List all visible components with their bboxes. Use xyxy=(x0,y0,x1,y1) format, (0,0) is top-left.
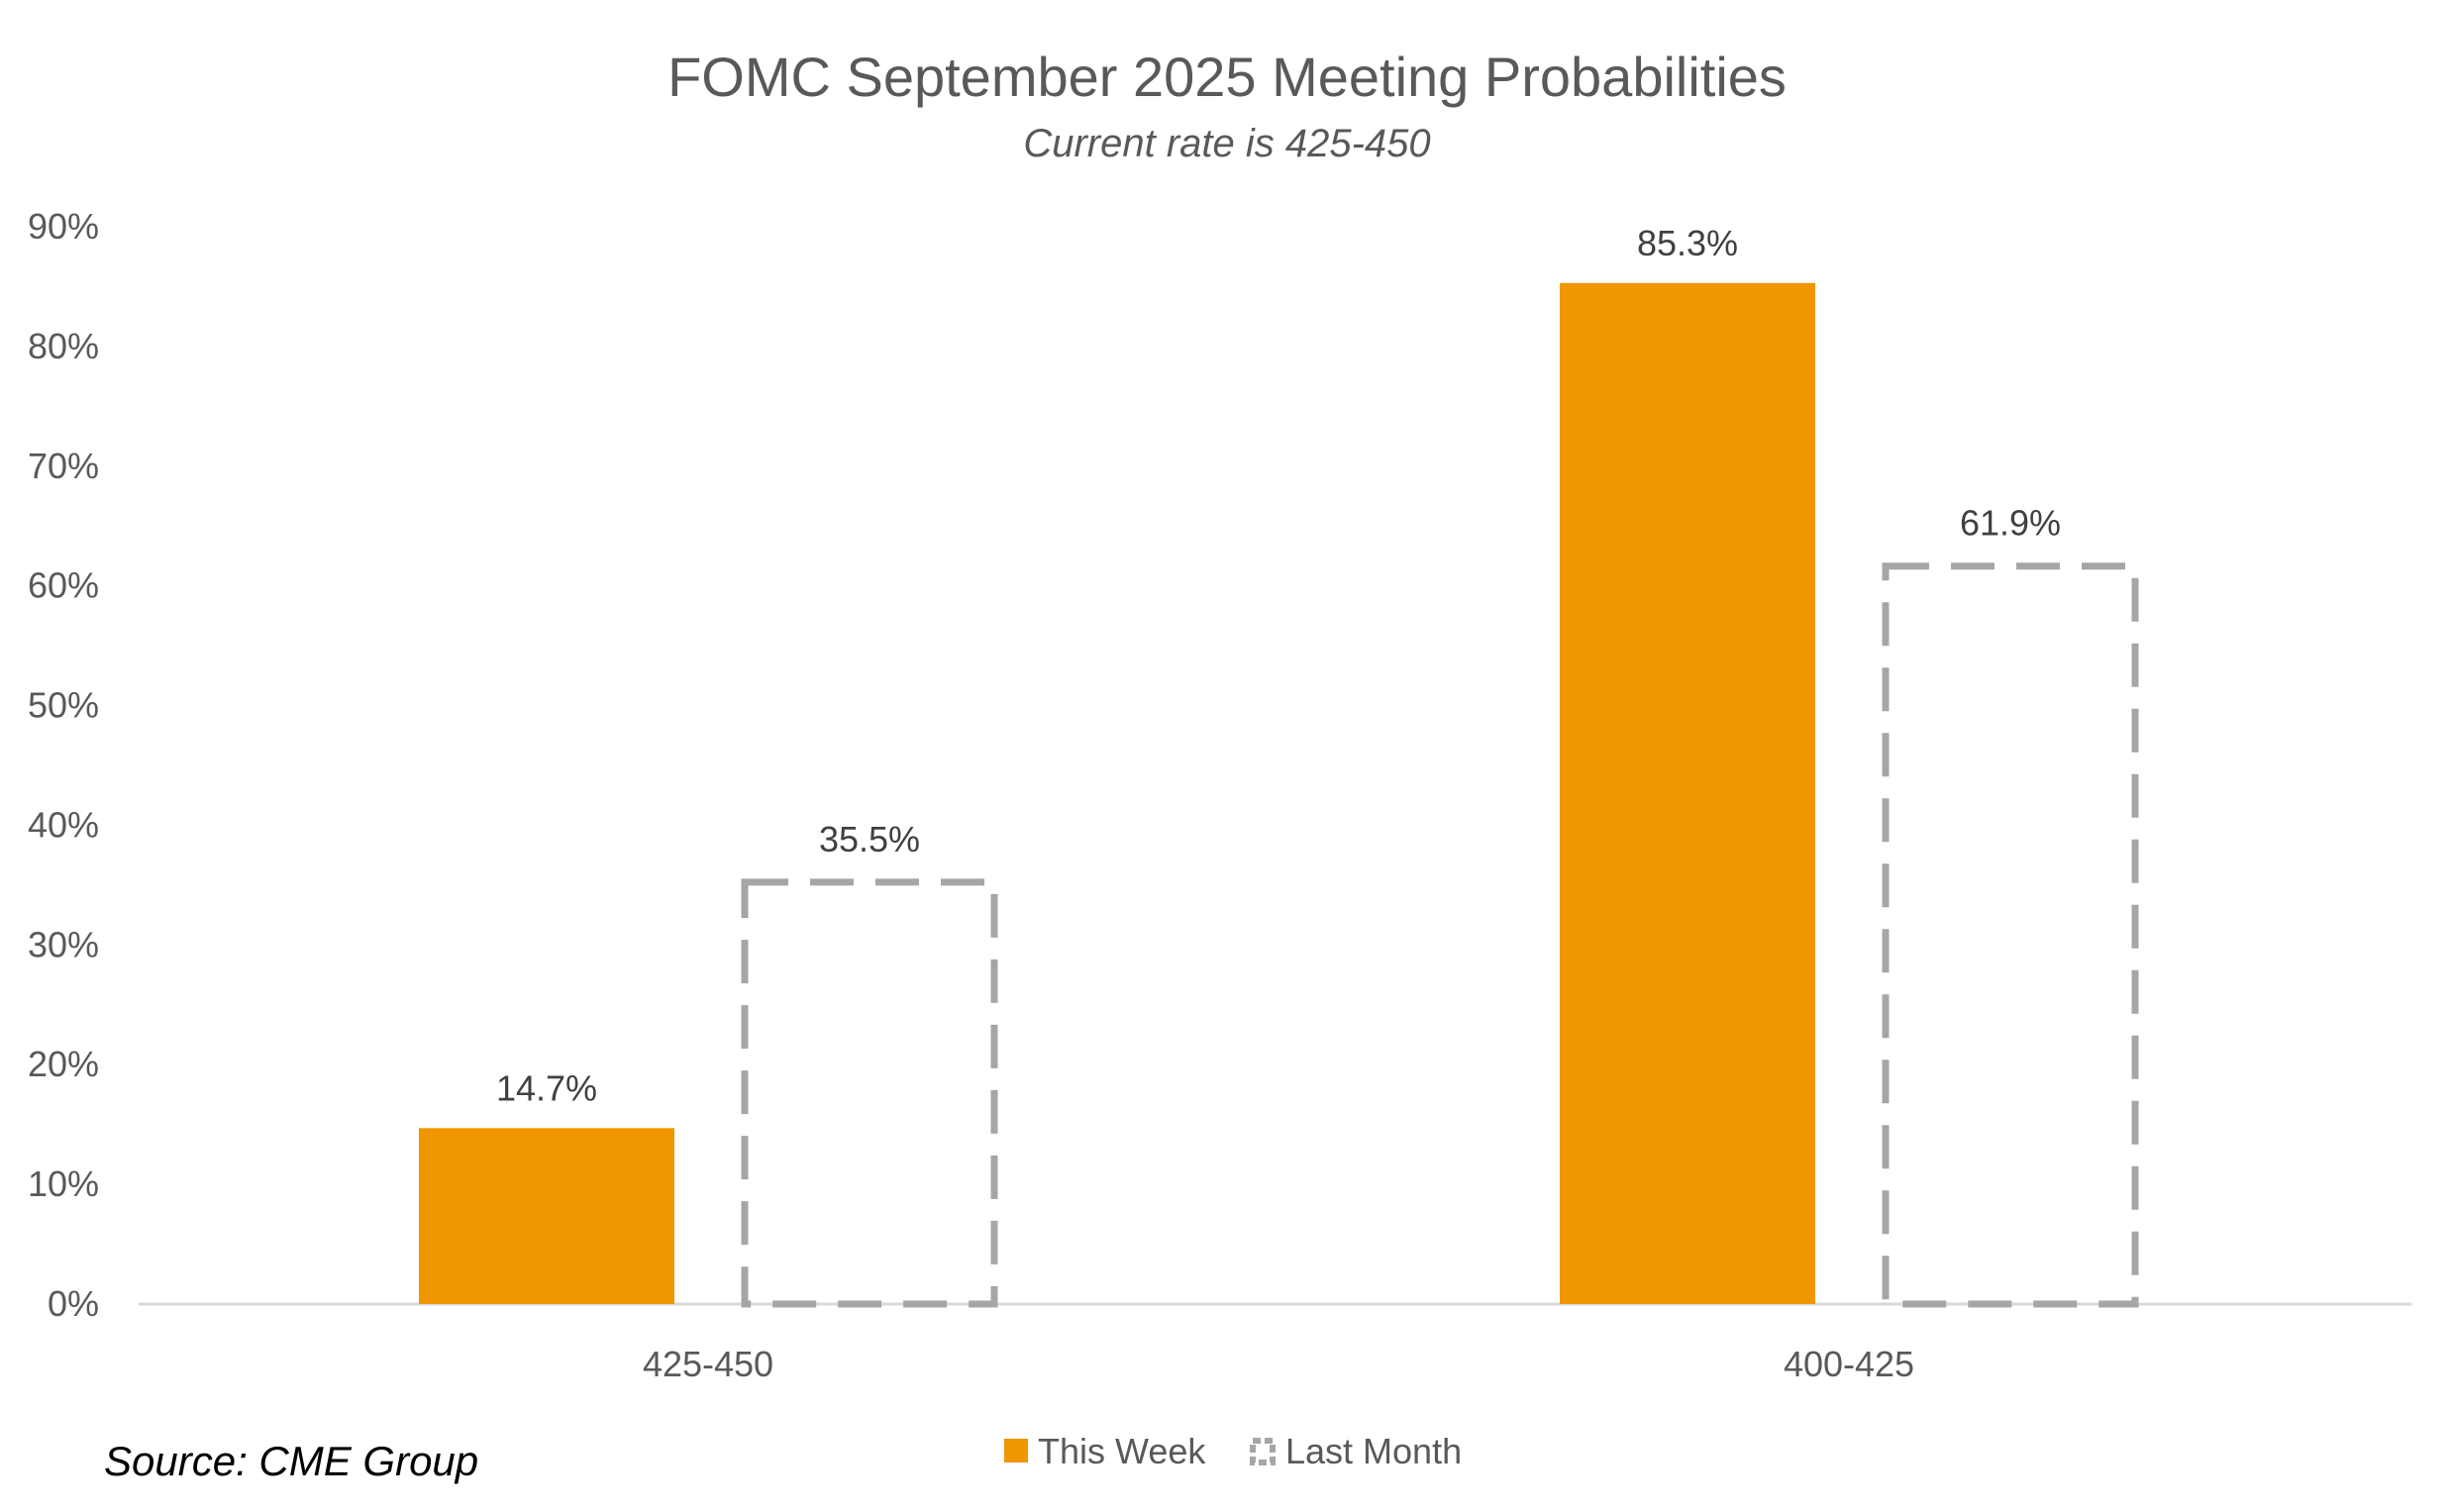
legend-swatch-this-week xyxy=(1004,1439,1028,1462)
data-label: 61.9% xyxy=(1960,503,2061,544)
y-tick-label: 70% xyxy=(28,446,99,486)
y-tick-label: 80% xyxy=(28,326,99,366)
y-tick-label: 40% xyxy=(28,804,99,845)
y-tick-label: 50% xyxy=(28,685,99,726)
bar-last-month xyxy=(1882,562,2139,1308)
legend: This Week Last Month xyxy=(1004,1431,1462,1471)
data-label: 14.7% xyxy=(496,1067,597,1108)
y-tick-label: 90% xyxy=(28,206,99,247)
bar-this-week xyxy=(419,1128,674,1304)
legend-label-this-week: This Week xyxy=(1038,1431,1206,1471)
data-label: 35.5% xyxy=(819,819,920,859)
legend-swatch-last-month xyxy=(1250,1438,1276,1465)
y-tick-label: 10% xyxy=(28,1163,99,1204)
data-label: 85.3% xyxy=(1637,223,1738,263)
y-axis: 0% 10% 20% 30% 40% 50% 60% 70% 80% 90% xyxy=(28,206,99,1324)
bar-this-week xyxy=(1560,282,1815,1305)
x-category-label: 425-450 xyxy=(643,1344,773,1384)
legend-label-last-month: Last Month xyxy=(1285,1431,1462,1471)
source-note: Source: CME Group xyxy=(104,1438,478,1484)
bars: 14.7% 35.5% 85.3% 61.9% xyxy=(419,223,2139,1308)
chart-subtitle: Current rate is 425-450 xyxy=(1023,122,1430,165)
y-tick-label: 20% xyxy=(28,1044,99,1084)
chart-title: FOMC September 2025 Meeting Probabilitie… xyxy=(667,46,1787,108)
bar-last-month xyxy=(741,878,998,1308)
y-tick-label: 0% xyxy=(48,1283,99,1324)
x-axis: 425-450 400-425 xyxy=(643,1344,1914,1384)
x-category-label: 400-425 xyxy=(1784,1344,1914,1384)
y-tick-label: 30% xyxy=(28,924,99,964)
y-tick-label: 60% xyxy=(28,565,99,606)
